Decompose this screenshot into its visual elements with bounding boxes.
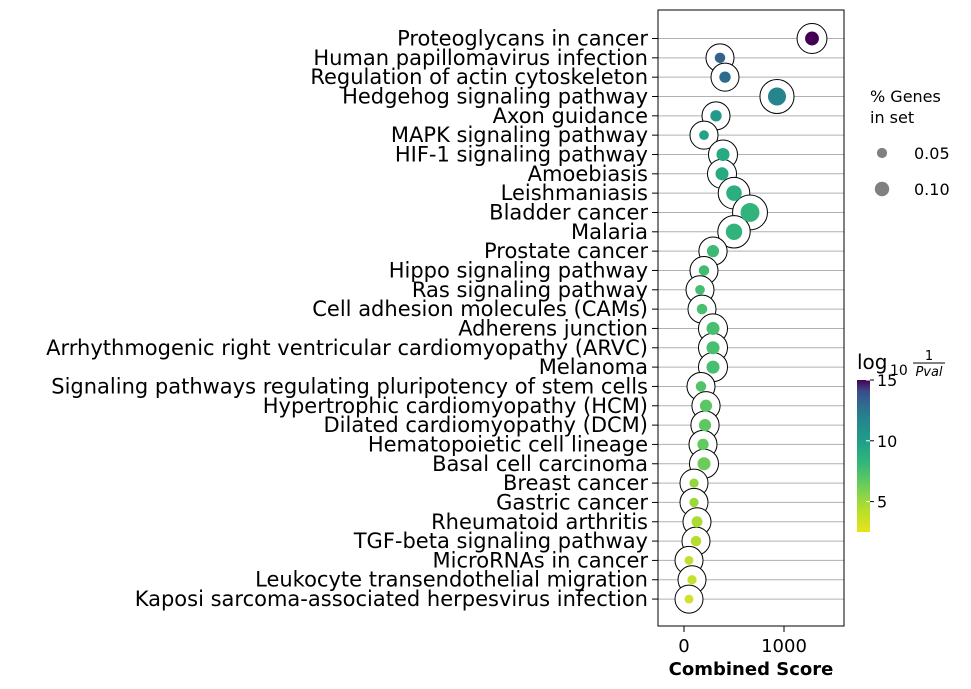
gridlines [658, 38, 844, 600]
data-point [767, 87, 787, 106]
y-tick-label: TGF-beta signaling pathway [353, 529, 648, 553]
data-point [706, 360, 720, 374]
data-point [691, 516, 703, 528]
y-tick-label: Axon guidance [493, 104, 648, 128]
y-tick-label: MAPK signaling pathway [391, 123, 648, 147]
y-tick-label: Signaling pathways regulating pluripoten… [51, 374, 648, 398]
data-points [684, 31, 819, 604]
colorbar-tick-label: 5 [877, 493, 887, 512]
colorbar-tick-label: 15 [877, 371, 897, 390]
colorbar-title-log: log [857, 350, 888, 374]
data-point [715, 167, 729, 181]
size-legend-title-line2: in set [870, 108, 914, 127]
colorbar-tick-label: 10 [877, 432, 897, 451]
x-tick-label: 1000 [761, 636, 807, 657]
y-tick-label: Ras signaling pathway [412, 278, 648, 302]
y-tick-label: Cell adhesion molecules (CAMs) [312, 297, 648, 321]
y-tick-label: Hypertrophic cardiomyopathy (HCM) [263, 394, 648, 418]
data-point [706, 245, 720, 258]
y-tick-label: Human papillomavirus infection [313, 46, 648, 70]
y-tick-label: Proteoglycans in cancer [397, 27, 648, 51]
data-point [698, 419, 712, 432]
y-tick-label: Hematopoietic cell lineage [368, 432, 648, 456]
data-point [805, 31, 819, 46]
y-tick-label: Regulation of actin cytoskeleton [310, 65, 648, 89]
y-tick-label: Adherens junction [458, 316, 648, 340]
plot-frame [657, 9, 845, 627]
data-point [695, 284, 705, 295]
y-tick-label: Gastric cancer [496, 490, 648, 514]
data-point [726, 185, 742, 201]
y-tick-label: Hippo signaling pathway [389, 258, 648, 282]
colorbar-title-numerator: 1 [925, 349, 933, 364]
colorbar-gradient [857, 380, 870, 532]
size-legend-title-line1: % Genes [870, 87, 941, 106]
x-tick-label: 0 [678, 636, 689, 657]
data-point [687, 575, 697, 585]
y-tick-label: Arrhythmogenic right ventricular cardiom… [46, 336, 648, 360]
y-tick-label: Kaposi sarcoma-associated herpesvirus in… [135, 587, 648, 611]
data-point [695, 381, 707, 392]
data-point [684, 555, 694, 565]
y-tick-label: Basal cell carcinoma [432, 452, 648, 476]
y-tick-label: Breast cancer [503, 471, 648, 495]
x-axis-ticks: 0 1000 [678, 626, 807, 657]
y-tick-label: Bladder cancer [489, 200, 648, 224]
size-legend: % Genes in set 0.05 0.10 [870, 87, 950, 199]
data-point [714, 52, 726, 64]
data-point [716, 147, 730, 161]
size-legend-marker [874, 181, 890, 197]
y-tick-label: Amoebiasis [528, 162, 648, 186]
y-tick-label: Leishmaniasis [501, 181, 648, 205]
data-point [725, 223, 743, 240]
data-point [698, 265, 710, 276]
data-point [740, 203, 760, 222]
data-point [690, 535, 702, 547]
y-tick-label: Rheumatoid arthritis [431, 510, 648, 534]
y-tick-label: Malaria [571, 220, 648, 244]
data-point [696, 303, 708, 315]
y-tick-label: Hedgehog signaling pathway [342, 84, 648, 108]
data-point [719, 71, 731, 83]
size-legend-label: 0.10 [914, 180, 950, 199]
data-point [684, 594, 694, 604]
y-tick-label: HIF-1 signaling pathway [395, 142, 648, 166]
data-point [706, 341, 720, 355]
colorbar-title-base: 10 [890, 363, 908, 379]
data-point [689, 497, 699, 508]
size-legend-label: 0.05 [914, 144, 950, 163]
colorbar-title-denominator: Pval [915, 365, 942, 380]
data-point [699, 399, 713, 412]
x-axis-title: Combined Score [669, 659, 834, 680]
data-point [710, 110, 722, 122]
y-tick-label: Leukocyte transendothelial migration [255, 568, 648, 592]
data-point [689, 478, 699, 488]
y-tick-label: MicroRNAs in cancer [433, 548, 649, 572]
y-tick-label: Dilated cardiomyopathy (DCM) [324, 413, 648, 437]
data-point [699, 130, 709, 140]
data-point [706, 321, 720, 335]
data-point [697, 457, 711, 471]
data-point [697, 438, 709, 451]
y-tick-label: Melanoma [539, 355, 648, 379]
y-tick-label: Prostate cancer [484, 239, 648, 263]
size-legend-marker [876, 147, 888, 159]
